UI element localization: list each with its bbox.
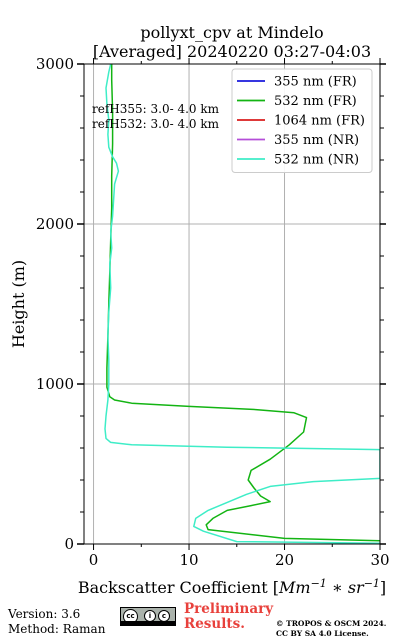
preliminary-line2: Results. bbox=[184, 616, 245, 632]
x-tick-label: 0 bbox=[89, 551, 99, 569]
series-line-532-nm-nr- bbox=[104, 64, 380, 544]
legend-entry-label: 1064 nm (FR) bbox=[274, 114, 365, 129]
cc-license-logo: cc i c bbox=[120, 607, 176, 626]
axis-ticks: 0 10 20 30 0 1000 2000 3000 bbox=[36, 55, 390, 569]
x-axis-label-prefix: Backscatter Coefficient [ bbox=[78, 578, 279, 597]
x-axis-label-mid: ∗ bbox=[327, 578, 348, 597]
preliminary-results-note: Preliminary Results. bbox=[184, 602, 273, 632]
license-line1: © TROPOS & OSCM 2024. bbox=[276, 619, 387, 628]
legend-box bbox=[231, 68, 373, 173]
license-line2: CC BY SA 4.0 License. bbox=[276, 629, 369, 638]
plot-area bbox=[104, 64, 380, 544]
y-tick-label: 2000 bbox=[36, 215, 74, 233]
x-tick-label: 10 bbox=[179, 551, 198, 569]
legend-entry-label: 355 nm (FR) bbox=[274, 75, 357, 90]
version-label: Version: 3.6 bbox=[8, 607, 81, 621]
annotation-refh532: refH532: 3.0- 4.0 km bbox=[92, 117, 220, 131]
legend-entry-label: 355 nm (NR) bbox=[274, 133, 359, 148]
plot-frame bbox=[83, 63, 381, 545]
legend: 355 nm (FR) 532 nm (FR) 1064 nm (FR) 355 nm… bbox=[231, 68, 373, 173]
x-tick-label: 30 bbox=[370, 551, 389, 569]
x-axis-label-exp2: −1 bbox=[364, 577, 380, 590]
x-axis-label-suffix: ] bbox=[380, 578, 386, 597]
chart-title-line2: [Averaged] 20240220 03:27-04:03 bbox=[93, 42, 371, 61]
x-axis-label-exp1: −1 bbox=[311, 577, 327, 590]
y-tick-label: 3000 bbox=[36, 55, 74, 73]
x-tick-label: 20 bbox=[275, 551, 294, 569]
annotation-refh355: refH355: 3.0- 4.0 km bbox=[92, 102, 220, 116]
y-tick-label: 0 bbox=[64, 535, 74, 553]
y-tick-label: 1000 bbox=[36, 375, 74, 393]
x-axis-label-unit1: Mm bbox=[278, 578, 311, 597]
chart-title-line1: pollyxt_cpv at Mindelo bbox=[140, 23, 323, 42]
preliminary-line1: Preliminary bbox=[184, 601, 274, 617]
method-label: Method: Raman bbox=[8, 622, 106, 636]
license-note: © TROPOS & OSCM 2024. CC BY SA 4.0 Licen… bbox=[276, 619, 386, 639]
legend-entry-label: 532 nm (NR) bbox=[274, 153, 359, 168]
x-axis-label: Backscatter Coefficient [Mm−1 ∗ sr−1] bbox=[78, 577, 386, 597]
x-axis-label-unit2: sr bbox=[348, 578, 365, 597]
legend-entry-label: 532 nm (FR) bbox=[274, 94, 357, 109]
y-axis-label: Height (m) bbox=[9, 260, 28, 348]
cc-logo-bar bbox=[121, 621, 175, 625]
